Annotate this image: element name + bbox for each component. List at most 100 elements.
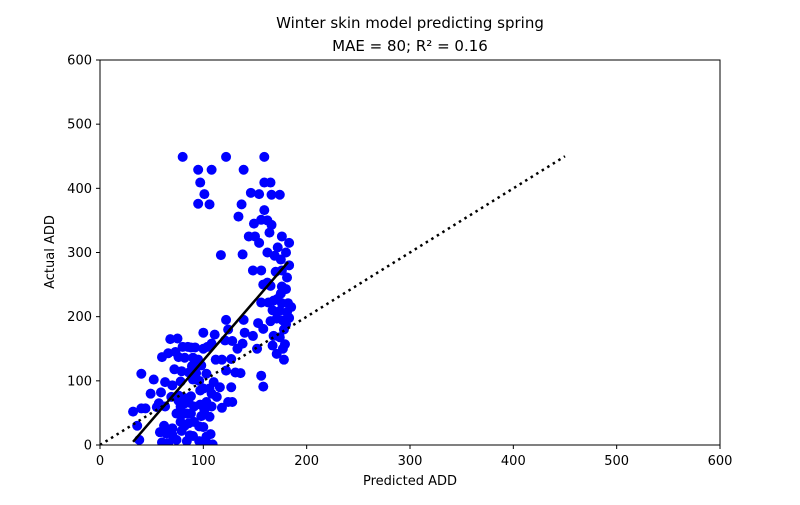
scatter-point: [201, 368, 212, 379]
scatter-point: [267, 305, 278, 316]
scatter-point: [193, 198, 204, 209]
chart-subtitle: MAE = 80; R² = 0.16: [332, 37, 488, 55]
scatter-point: [238, 164, 249, 175]
scatter-point: [281, 247, 291, 258]
scatter-point: [259, 151, 270, 162]
scatter-point: [136, 368, 147, 379]
scatter-point: [193, 164, 204, 175]
scatter-point: [155, 387, 166, 398]
scatter-point: [239, 327, 250, 338]
scatter-point: [256, 265, 267, 276]
scatter-point: [266, 219, 277, 230]
scatter-point: [190, 342, 201, 353]
data-marks: [100, 151, 566, 445]
scatter-point: [221, 314, 232, 325]
scatter-point: [198, 422, 209, 433]
x-tick-label: 600: [708, 454, 733, 469]
scatter-point: [216, 402, 227, 413]
scatter-point: [172, 333, 183, 344]
scatter-point: [266, 189, 277, 200]
scatter-point: [165, 334, 176, 345]
scatter-point: [265, 177, 276, 188]
scatter-point: [216, 354, 227, 365]
scatter-point: [254, 237, 265, 248]
scatter-point: [163, 438, 174, 445]
y-tick-label: 0: [84, 439, 92, 454]
scatter-point: [148, 374, 159, 385]
scatter-point: [237, 338, 248, 349]
y-tick-label: 100: [67, 374, 92, 389]
scatter-point: [199, 189, 210, 200]
scatter-point: [236, 199, 247, 210]
scatter-point: [264, 227, 275, 238]
scatter-point: [177, 151, 188, 162]
scatter-point: [181, 436, 192, 445]
scatter-point: [278, 354, 289, 365]
scatter-point: [157, 352, 167, 363]
scatter-point: [272, 242, 283, 253]
scatter-point: [227, 336, 238, 347]
scatter-point: [275, 254, 286, 265]
scatter-point: [145, 388, 156, 399]
x-tick-label: 500: [604, 454, 629, 469]
scatter-point: [206, 164, 217, 175]
scatter-point: [199, 404, 210, 415]
scatter-point: [271, 348, 282, 359]
scatter-point: [204, 411, 215, 422]
scatter-point: [258, 323, 269, 334]
scatter-point: [132, 420, 143, 431]
scatter-point: [211, 391, 222, 402]
scatter-point: [258, 381, 269, 392]
scatter-point: [276, 231, 287, 242]
scatter-point: [226, 382, 237, 393]
scatter-point: [221, 365, 232, 376]
scatter-point: [128, 406, 139, 417]
scatter-point: [171, 434, 182, 445]
scatter-point: [176, 425, 187, 436]
fit-line: [132, 261, 290, 443]
scatter-point: [140, 403, 151, 414]
scatter-point: [245, 187, 256, 198]
scatter-point: [194, 375, 205, 386]
x-tick-label: 100: [191, 454, 216, 469]
scatter-point: [267, 340, 278, 351]
scatter-point: [198, 327, 209, 338]
y-tick-label: 600: [67, 54, 92, 69]
chart-title: Winter skin model predicting spring: [276, 14, 544, 32]
y-tick-label: 200: [67, 310, 92, 325]
x-tick-label: 300: [398, 454, 423, 469]
scatter-point: [256, 370, 267, 381]
scatter-point: [221, 151, 232, 162]
scatter-point: [256, 297, 267, 308]
scatter-point: [195, 385, 206, 396]
scatter-point: [235, 368, 246, 379]
scatter-point: [207, 439, 218, 445]
y-tick-label: 300: [67, 246, 92, 261]
scatter-point: [248, 218, 259, 229]
reference-line: [100, 155, 566, 445]
x-tick-label: 400: [501, 454, 526, 469]
scatter-point: [247, 330, 258, 341]
scatter-point: [209, 329, 220, 340]
scatter-point: [196, 360, 207, 371]
scatter-point: [227, 397, 238, 408]
scatter-point: [204, 199, 215, 210]
scatter-point: [185, 408, 196, 419]
scatter-point: [254, 189, 265, 200]
x-tick-label: 200: [294, 454, 319, 469]
y-tick-label: 400: [67, 182, 92, 197]
scatter-point: [233, 211, 244, 222]
scatter-point: [247, 265, 258, 276]
y-axis-label: Actual ADD: [43, 215, 58, 289]
scatter-point: [274, 189, 285, 200]
scatter-point: [195, 177, 206, 188]
scatter-point: [237, 249, 248, 260]
axes: 0 100 200 300 400 500 600 0 100 200 300 400 500 600: [67, 54, 732, 470]
y-tick-label: 500: [67, 118, 92, 133]
scatter-point: [284, 237, 295, 248]
scatter-point: [205, 429, 216, 440]
x-axis-label: Predicted ADD: [363, 474, 457, 489]
scatter-point: [167, 380, 178, 391]
scatter-point: [179, 352, 190, 363]
